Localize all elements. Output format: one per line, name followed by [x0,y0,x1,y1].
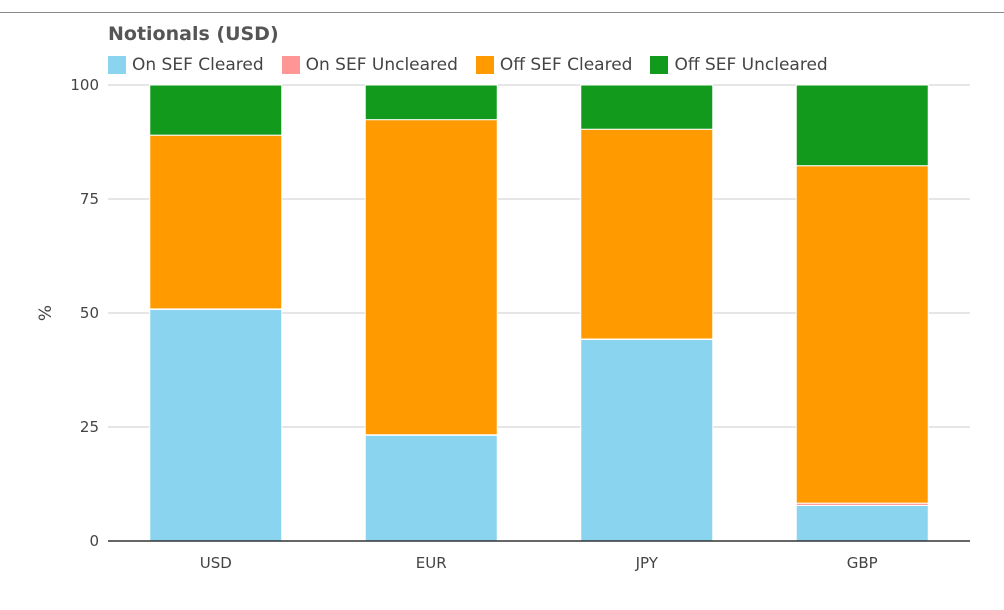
x-tick-label: EUR [416,554,447,572]
legend-item[interactable]: On SEF Uncleared [281,55,458,75]
bar-segment [149,308,283,542]
legend-label: On SEF Cleared [132,55,264,75]
y-tick-label: 100 [70,76,99,94]
chart-title: Notionals (USD) [108,23,279,45]
legend: On SEF Cleared On SEF Uncleared Off SEF Cl… [108,53,846,77]
x-tick-label: JPY [635,554,659,572]
y-tick-label: 75 [80,190,99,208]
bar-segment [364,84,498,121]
legend-item[interactable]: Off SEF Cleared [475,55,633,75]
x-tick-label: USD [200,554,232,572]
legend-swatch [281,56,300,74]
y-tick-label: 0 [89,532,99,550]
legend-label: On SEF Uncleared [305,55,458,75]
legend-swatch [475,56,494,74]
y-tick-label: 50 [80,304,99,322]
bar-segment [795,165,929,504]
bar-segment [580,84,714,130]
legend-label: Off SEF Cleared [499,55,633,75]
x-tick-label: GBP [847,554,878,572]
top-divider [0,12,1004,13]
bar-segment [580,338,714,542]
bar-segment [149,134,283,310]
y-tick-label: 25 [80,418,99,436]
legend-item[interactable]: Off SEF Uncleared [650,55,828,75]
bar-segment [149,84,283,136]
legend-item[interactable]: On SEF Cleared [108,55,264,75]
legend-swatch [108,56,126,74]
bar-segment [795,84,929,167]
legend-swatch [650,56,669,74]
y-axis-label: % [36,305,56,321]
bar-segment [364,119,498,436]
legend-label: Off SEF Uncleared [674,55,828,75]
bar-segment [364,434,498,542]
bar-segment [795,504,929,542]
bar-segment [580,128,714,340]
